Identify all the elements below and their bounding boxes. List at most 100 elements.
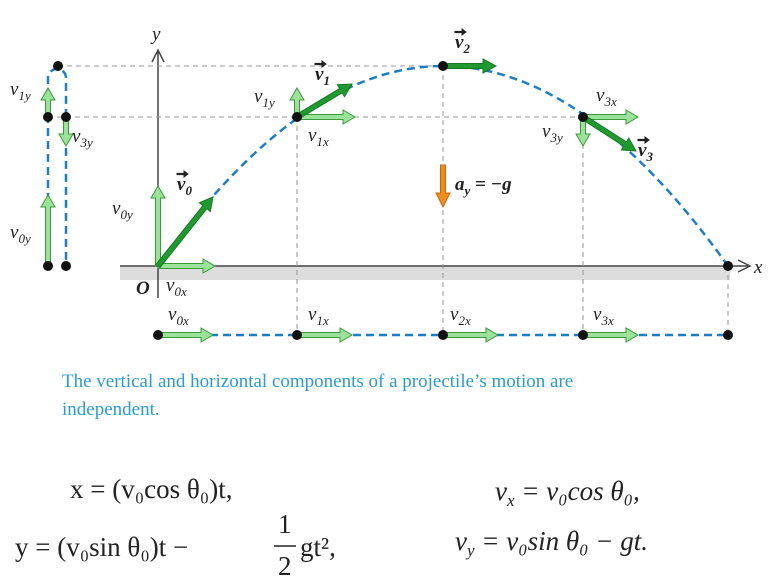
component-label: v1y xyxy=(10,79,31,103)
paths xyxy=(46,64,730,337)
component-label: v1x xyxy=(308,304,329,328)
velocity-label: v3 xyxy=(638,140,653,164)
label-subscript: 1x xyxy=(316,134,329,149)
label-subscript: 1y xyxy=(262,95,275,110)
component-arrow xyxy=(296,327,353,343)
component-label: v1x xyxy=(308,125,329,149)
label-base: v xyxy=(254,86,263,107)
acceleration-arrow xyxy=(435,164,451,209)
label-subscript: 0x xyxy=(174,284,187,299)
ground xyxy=(120,266,730,280)
position-dot xyxy=(61,112,71,122)
velocity-arrow xyxy=(442,58,498,74)
component-label: v2x xyxy=(450,304,471,328)
position-dot xyxy=(578,112,588,122)
position-dot xyxy=(292,330,302,340)
label-subscript: 1 xyxy=(323,73,330,88)
component-label: v3x xyxy=(593,304,614,328)
component-label: v0x xyxy=(168,304,189,328)
component-label: v0x xyxy=(166,275,187,299)
velocity-arrow xyxy=(581,114,637,152)
label-subscript: y xyxy=(463,183,471,198)
position-dot xyxy=(43,261,53,271)
label-base: v xyxy=(10,222,19,243)
label-subscript: 0 xyxy=(185,183,192,198)
equation: x = (v₀cos θ₀)t, xyxy=(70,474,232,504)
fraction-denominator: 2 xyxy=(278,551,292,581)
component-arrow xyxy=(150,185,166,267)
label-subscript: 2x xyxy=(458,313,471,328)
equation: gt², xyxy=(300,532,336,562)
eq-base: v xyxy=(455,526,467,556)
position-dot xyxy=(438,61,448,71)
vector-sign xyxy=(454,28,467,36)
eq-rest: = v₀cos θ₀, xyxy=(515,476,640,506)
component-label: v1y xyxy=(254,86,275,110)
label-base: v xyxy=(455,32,464,53)
component-arrow xyxy=(157,258,216,274)
label-subscript: 3 xyxy=(645,149,653,164)
label-base: v xyxy=(72,126,81,147)
position-dot xyxy=(153,330,163,340)
position-dot xyxy=(292,112,302,122)
x-axis-label: x xyxy=(753,257,763,278)
position-dot xyxy=(723,261,733,271)
label-base: v xyxy=(542,121,551,142)
vector-sign xyxy=(637,136,650,144)
label-subscript: 1y xyxy=(18,88,31,103)
label-base: v xyxy=(10,79,19,100)
label-subscript: 0y xyxy=(18,231,31,246)
caption: independent. xyxy=(62,399,160,420)
guides xyxy=(48,65,729,335)
component-arrow xyxy=(582,109,639,125)
component-arrow xyxy=(582,327,639,343)
component-arrow xyxy=(442,327,499,343)
eq-subscript: y xyxy=(465,541,475,560)
eq-rest: = v₀sin θ₀ − gt. xyxy=(475,526,648,556)
label-base: v xyxy=(596,85,605,106)
label-rest: = −g xyxy=(470,174,511,195)
origin-label: O xyxy=(136,278,150,299)
label-subscript: 0x xyxy=(176,313,189,328)
fraction-numerator: 1 xyxy=(278,509,292,539)
label-base: v xyxy=(168,304,177,325)
position-dot xyxy=(723,330,733,340)
position-dot xyxy=(43,112,53,122)
velocity-label: v0 xyxy=(177,174,192,198)
equation: y = (v₀sin θ₀)t − xyxy=(15,532,188,562)
label-subscript: 3y xyxy=(79,135,93,150)
x-axis-arrow xyxy=(737,259,752,273)
label-base: v xyxy=(450,304,459,325)
caption: The vertical and horizontal components o… xyxy=(62,371,573,392)
component-arrow xyxy=(157,327,214,343)
component-label: v0y xyxy=(112,198,133,222)
label-base: v xyxy=(593,304,602,325)
component-label: v3y xyxy=(542,121,563,145)
label-base: v xyxy=(177,174,186,195)
y-axis-label: y xyxy=(150,24,161,45)
equation: vx = v₀cos θ₀, xyxy=(495,476,640,510)
label-base: v xyxy=(315,64,324,85)
position-dot xyxy=(438,330,448,340)
velocity-label: v1 xyxy=(315,64,330,88)
label-subscript: 1x xyxy=(316,313,329,328)
component-arrow xyxy=(40,194,56,267)
label-base: v xyxy=(308,304,317,325)
y-axis-arrow xyxy=(151,48,165,63)
eq-base: v xyxy=(495,476,507,506)
label-subscript: 0y xyxy=(120,207,133,222)
acceleration-label: ay = −g xyxy=(455,174,512,198)
velocity-arrow xyxy=(295,83,353,120)
velocity-label: v2 xyxy=(455,32,470,56)
component-label: v3x xyxy=(596,85,617,109)
label-base: v xyxy=(166,275,175,296)
label-base: v xyxy=(638,140,647,161)
component-label: v3y xyxy=(72,126,93,150)
position-dot xyxy=(53,61,63,71)
label-base: v xyxy=(308,125,317,146)
label-base: a xyxy=(455,174,465,195)
position-dot xyxy=(578,330,588,340)
label-subscript: 3x xyxy=(600,313,614,328)
equation: vy = v₀sin θ₀ − gt. xyxy=(455,526,648,560)
